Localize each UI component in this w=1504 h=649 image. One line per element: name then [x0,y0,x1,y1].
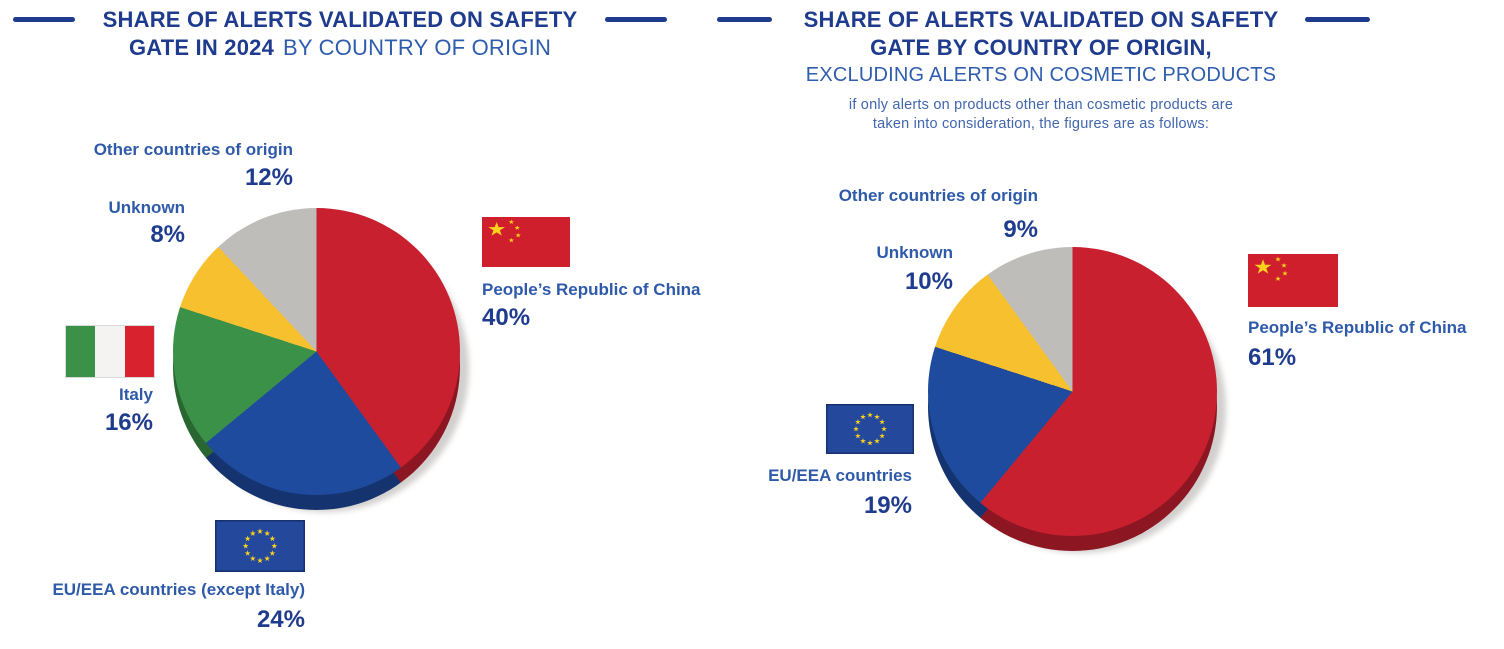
right-subtitle-line2: taken into consideration, the figures ar… [872,116,1210,132]
right-chart-subtitle: if only alerts on products other than co… [741,96,1341,134]
right-label-other-countries: Other countries of origin [838,186,1038,205]
right-pie-chart [928,247,1226,553]
left-pie-chart [173,208,469,512]
right-title-line1: SHARE OF ALERTS VALIDATED ON SAFETY [803,7,1279,32]
right-label-eu-eea: EU/EEA countries [768,466,912,485]
left-title-line2-bold: GATE IN 2024 [128,35,274,60]
right-title-line3: EXCLUDING ALERTS ON COSMETIC PRODUCTS [805,64,1277,86]
left-title-line2-light: BY COUNTRY OF ORIGIN [283,35,552,60]
left-title-rule-left [13,17,75,22]
left-title-rule-right [605,17,667,22]
left-pct-other-countries: 12% [244,164,293,191]
left-label-italy: Italy [118,385,153,404]
left-label-unknown: Unknown [108,198,186,217]
left-pct-eu-eea: 24% [256,606,305,633]
left-pct-italy: 16% [104,409,153,436]
right-label-unknown: Unknown [876,243,954,262]
right-title-rule-left [717,17,772,22]
right-title-line2: GATE BY COUNTRY OF ORIGIN, [870,35,1212,60]
left-chart-title: SHARE OF ALERTS VALIDATED ON SAFETY GATE… [40,6,640,62]
right-title-rule-right [1305,17,1370,22]
eu-flag-icon [215,520,305,572]
left-label-eu-eea: EU/EEA countries (except Italy) [52,580,305,599]
left-title-line2: GATE IN 2024 BY COUNTRY OF ORIGIN [40,34,640,62]
left-title-line1: SHARE OF ALERTS VALIDATED ON SAFETY [102,7,578,32]
china-flag-icon [1248,254,1338,307]
right-pct-eu-eea: 19% [863,492,912,519]
italy-flag-icon [65,325,155,378]
right-pct-other-countries: 9% [1003,216,1038,243]
right-pie-face [928,247,1217,536]
left-pct-china: 40% [482,304,531,331]
left-label-china: People’s Republic of China [482,280,701,299]
left-pct-unknown: 8% [150,221,185,248]
right-pct-unknown: 10% [904,268,953,295]
right-label-china: People’s Republic of China [1248,318,1467,337]
left-label-other-countries: Other countries of origin [93,140,293,159]
right-pct-china: 61% [1248,344,1297,371]
right-subtitle-line1: if only alerts on products other than co… [848,97,1234,113]
eu-flag-icon [826,404,914,454]
china-flag-icon [482,217,570,267]
left-pie-face [173,208,460,495]
right-chart-title: SHARE OF ALERTS VALIDATED ON SAFETY GATE… [741,6,1341,134]
